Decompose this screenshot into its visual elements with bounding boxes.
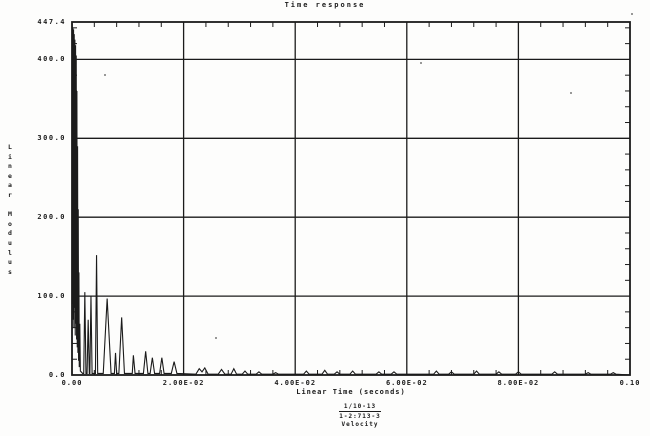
x-axis-title: Linear Time (seconds) [296, 388, 406, 396]
y-tick-label: 0.0 [48, 371, 66, 379]
series-name-caption: Velocity [341, 421, 379, 428]
fraction-numerator: 1/10-13 [339, 403, 381, 412]
x-tick-label: 0.00 [61, 379, 83, 387]
data-series-velocity [71, 23, 631, 376]
scan-speckle [420, 62, 422, 64]
y-axis-title: L i n e a r M o d u l u s [8, 143, 12, 276]
scan-speckle [631, 13, 633, 15]
x-tick-label: 2.00E-02 [162, 379, 205, 387]
fraction-denominator: 1-2:713-3 [339, 413, 381, 420]
scaling-annotation: 1/10-13 1-2:713-3 Velocity [290, 403, 430, 430]
y-tick-label: 200.0 [37, 213, 66, 222]
y-tick-label: 300.0 [37, 134, 66, 143]
x-tick-label: 8.00E-02 [497, 379, 540, 387]
x-tick-label: 4.00E-02 [274, 379, 317, 387]
plot-frame [71, 21, 631, 376]
x-tick-label: 0.10 [619, 379, 641, 387]
scan-speckle [104, 74, 106, 76]
y-tick-label: 400.0 [37, 55, 66, 64]
scan-speckle [570, 92, 572, 94]
chart-title: Time response [284, 1, 366, 9]
y-tick-label: 100.0 [37, 292, 66, 301]
x-tick-label: 6.00E-02 [385, 379, 428, 387]
y-tick-label: 447.4 [37, 18, 66, 26]
scan-speckle [215, 337, 217, 339]
scaling-fraction: 1/10-13 1-2:713-3 Velocity [339, 403, 381, 428]
